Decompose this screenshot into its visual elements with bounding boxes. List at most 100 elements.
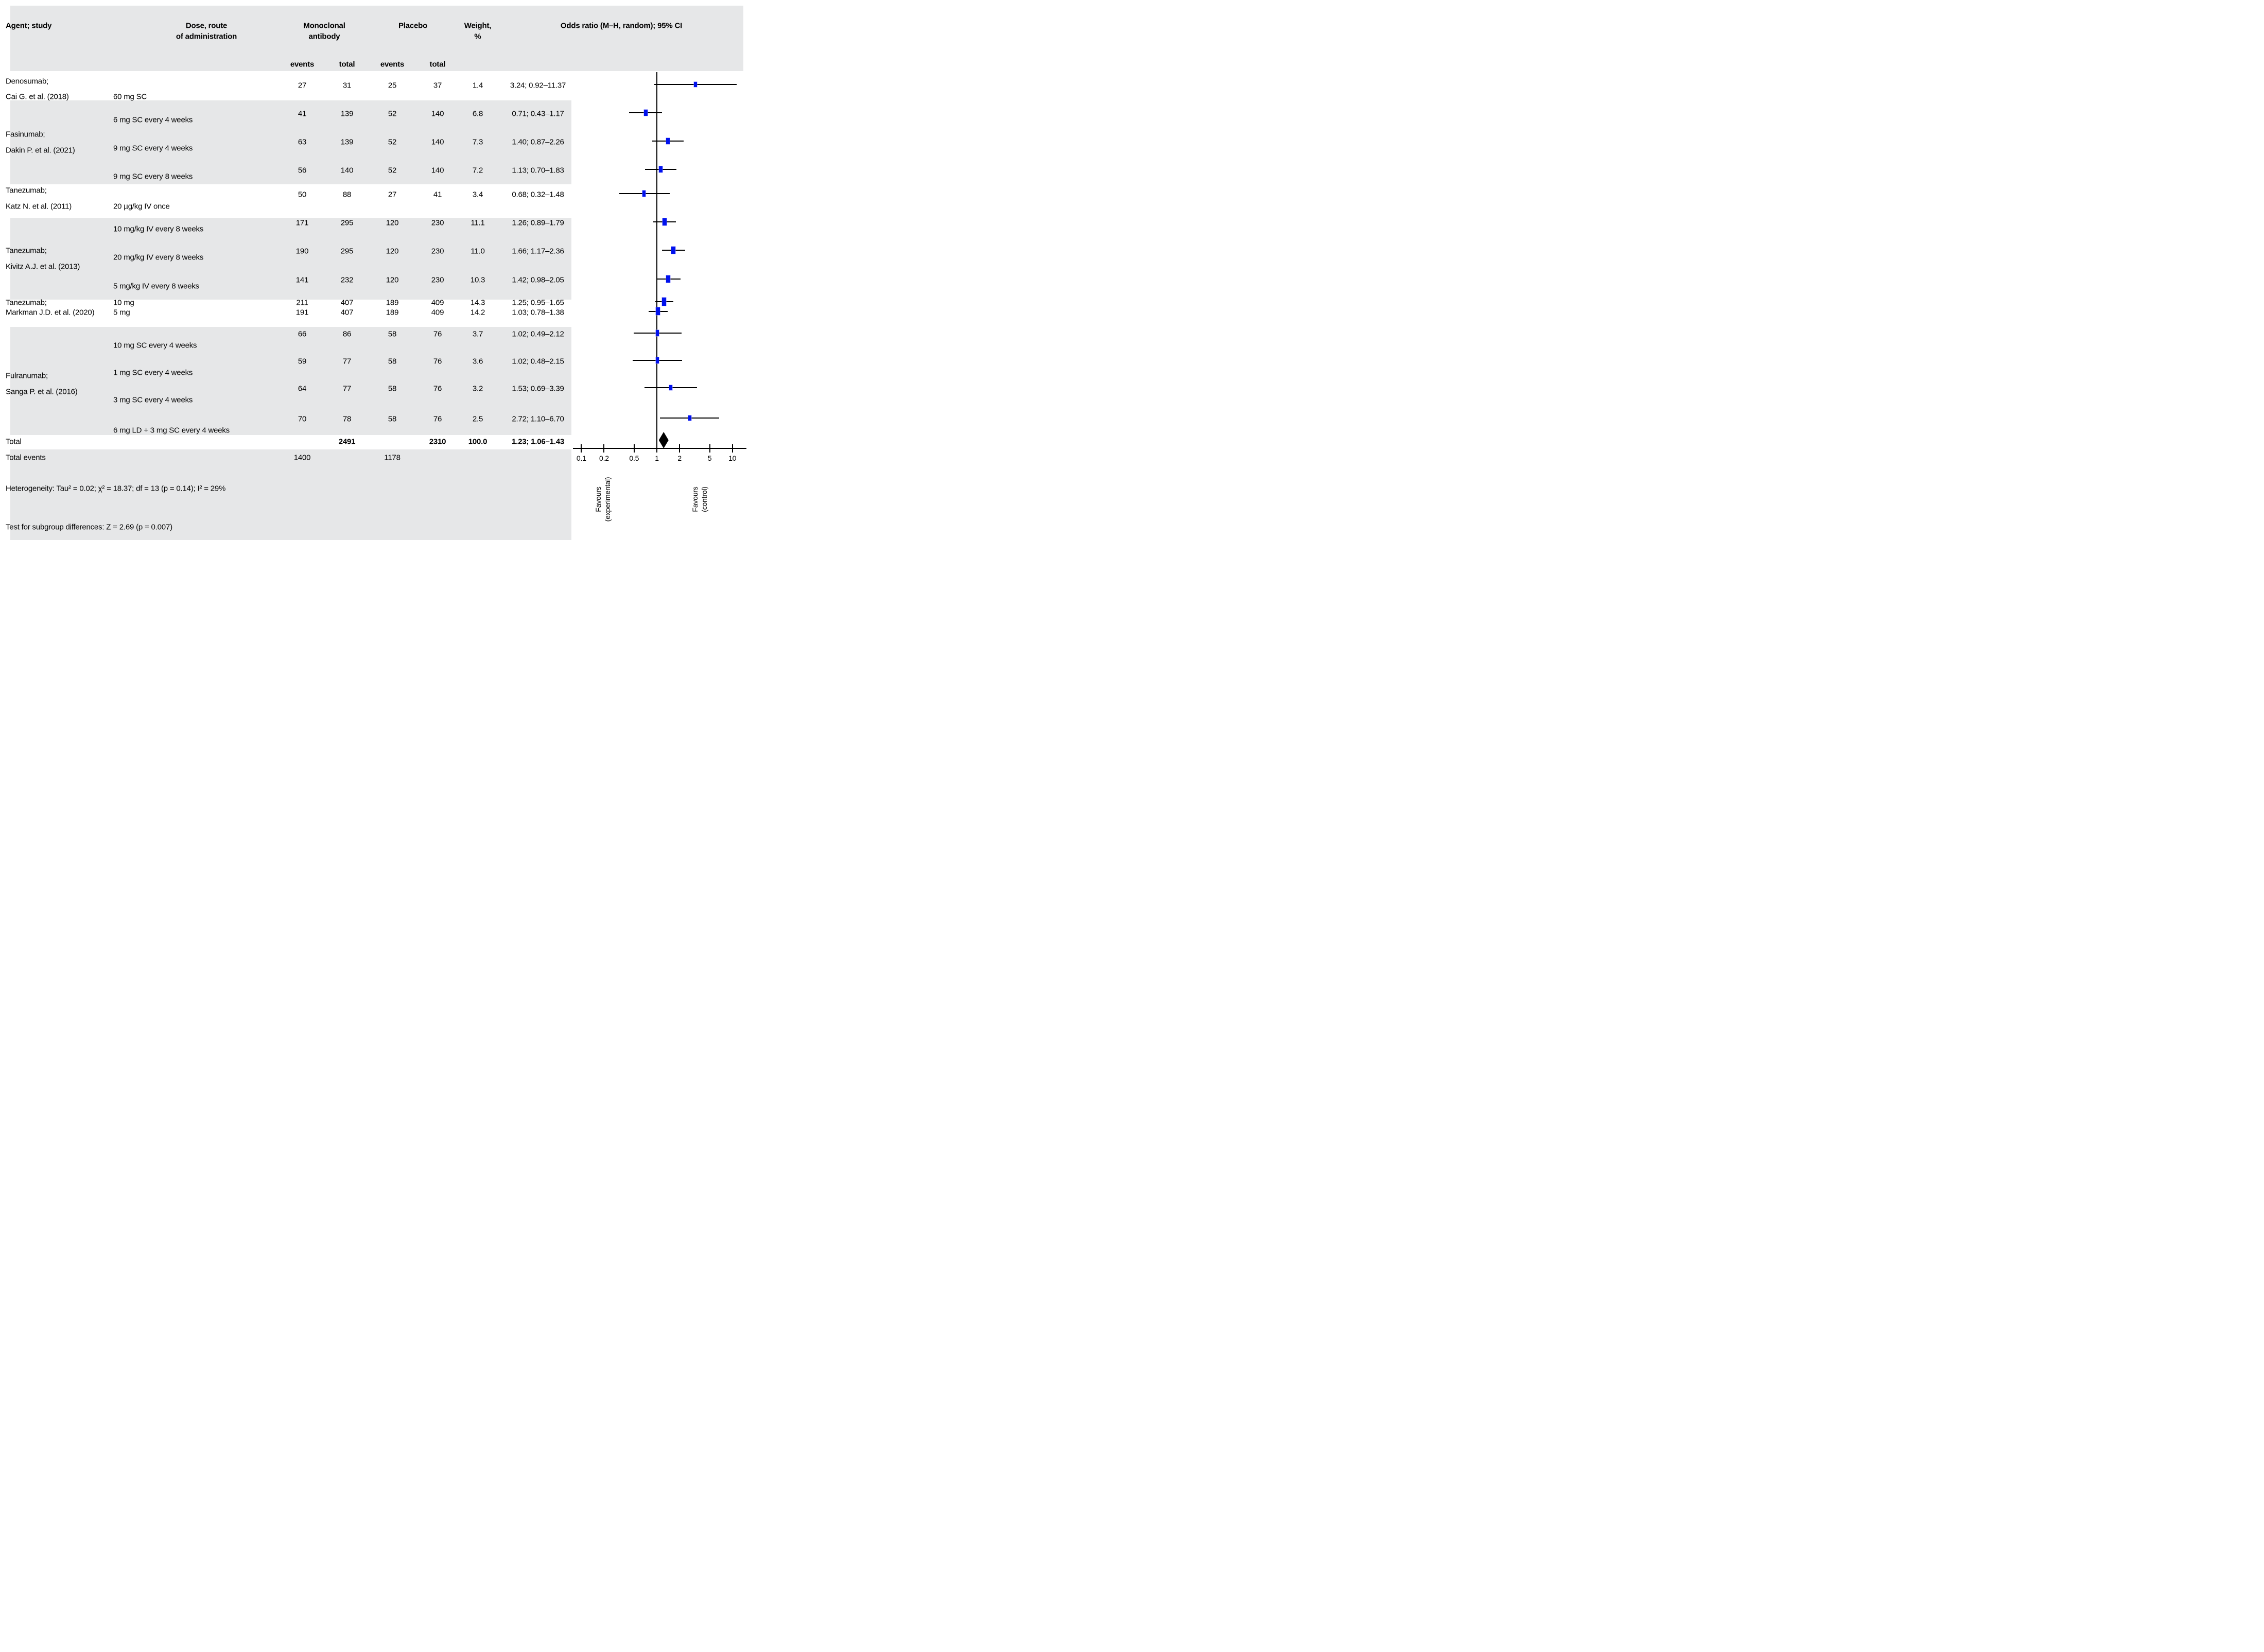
background-band [10,6,743,71]
or-ci-text: 1.13; 0.70–1.83 [512,166,564,175]
summary-diamond [658,432,669,448]
placebo-total-value: 230 [431,218,444,228]
favours-control-line2: (control) [700,486,708,512]
background-band [10,218,571,300]
or-ci-text: 1.02; 0.48–2.15 [512,357,564,366]
study-label: Sanga P. et al. (2016) [6,387,78,396]
weight-value: 1.4 [472,81,483,90]
x-axis-tick-label: 0.2 [599,454,609,462]
placebo-total-value: 140 [431,109,444,118]
mab-events-value: 63 [298,137,307,147]
study-label: Tanezumab; [6,186,47,195]
dose-label: 20 µg/kg IV once [113,202,170,211]
mab-events-value: 70 [298,414,307,424]
background-band [10,327,571,435]
placebo-events-value: 58 [388,414,397,424]
total-events-mab: 1400 [293,453,311,462]
study-label: Dakin P. et al. (2021) [6,146,75,155]
placebo-total-value: 230 [431,275,444,285]
mab-total-value: 139 [340,137,354,147]
weight-value: 2.5 [472,414,483,424]
placebo-total-value: 409 [431,308,444,317]
favours-control-label: Favours (control) [690,486,709,512]
or-marker [669,385,673,391]
study-label: Cai G. et al. (2018) [6,92,69,101]
weight-value: 11.1 [471,218,485,228]
x-axis-tick [633,444,635,453]
col-header-mab-1: Monoclonal [303,21,345,30]
placebo-events-value: 120 [386,247,399,256]
or-ci-text: 0.68; 0.32–1.48 [512,190,564,199]
placebo-total-value: 76 [433,357,442,366]
placebo-total-value: 409 [431,298,444,307]
or-marker [655,307,660,316]
subgroup-test-note: Test for subgroup differences: Z = 2.69 … [6,523,172,532]
weight-value: 3.4 [472,190,483,199]
placebo-total-value: 230 [431,247,444,256]
col-header-weight-1: Weight, [464,21,492,30]
study-label: Markman J.D. et al. (2020) [6,308,95,317]
or-marker [643,109,648,116]
background-band [10,100,571,184]
weight-value: 11.0 [471,247,485,256]
or-ci-text: 3.24; 0.92–11.37 [510,81,566,90]
subheader-placebo-events: events [380,60,405,69]
mab-events-value: 141 [295,275,309,285]
or-ci-text: 0.71; 0.43–1.17 [512,109,564,118]
dose-label: 10 mg/kg IV every 8 weeks [113,224,204,234]
or-ci-text: 1.66; 1.17–2.36 [512,247,564,256]
placebo-total-value: 140 [431,137,444,147]
total-or-ci: 1.23; 1.06–1.43 [511,437,565,446]
subheader-mab-total: total [339,60,355,69]
subheader-mab-events: events [290,60,315,69]
or-marker [666,137,670,145]
mab-total-value: 88 [342,190,352,199]
dose-label: 3 mg SC every 4 weeks [113,395,193,405]
or-marker [666,275,671,283]
or-marker [671,246,676,254]
total-mab-total: 2491 [338,437,356,446]
placebo-total-value: 76 [433,329,442,339]
or-marker [662,218,667,226]
placebo-total-value: 76 [433,414,442,424]
weight-value: 3.2 [472,384,483,393]
dose-label: 10 mg SC every 4 weeks [113,341,197,350]
total-events-placebo: 1178 [384,453,400,462]
mab-total-value: 407 [340,308,354,317]
x-axis-tick [603,444,605,453]
mab-events-value: 190 [295,247,309,256]
dose-label: 9 mg SC every 4 weeks [113,144,193,153]
placebo-events-value: 189 [386,298,399,307]
or-ci-text: 1.40; 0.87–2.26 [512,137,564,147]
weight-value: 7.3 [472,137,483,147]
x-axis-tick-label: 1 [655,454,659,462]
dose-label: 5 mg [113,308,130,317]
or-marker [656,330,659,336]
col-header-agent: Agent; study [6,21,52,30]
mab-events-value: 41 [298,109,307,118]
placebo-events-value: 58 [388,384,397,393]
mab-events-value: 50 [298,190,307,199]
mab-total-value: 77 [342,357,352,366]
x-axis-tick [656,444,657,453]
placebo-events-value: 189 [386,308,399,317]
col-header-mab-2: antibody [308,32,340,41]
dose-label: 1 mg SC every 4 weeks [113,368,193,377]
total-placebo-total: 2310 [429,437,446,446]
weight-value: 3.6 [472,357,483,366]
dose-label: 60 mg SC [113,92,147,101]
weight-value: 6.8 [472,109,483,118]
study-label: Tanezumab; [6,298,47,307]
weight-value: 3.7 [472,329,483,339]
mab-events-value: 27 [298,81,307,90]
mab-events-value: 191 [295,308,309,317]
total-label: Total [6,437,22,446]
mab-events-value: 171 [295,218,309,228]
favours-experimental-line2: (experimental) [603,477,612,522]
placebo-total-value: 76 [433,384,442,393]
col-header-placebo: Placebo [398,21,428,30]
mab-events-value: 59 [298,357,307,366]
total-weight: 100.0 [468,437,487,446]
weight-value: 14.2 [470,308,485,317]
or-ci-text: 1.42; 0.98–2.05 [512,275,564,285]
